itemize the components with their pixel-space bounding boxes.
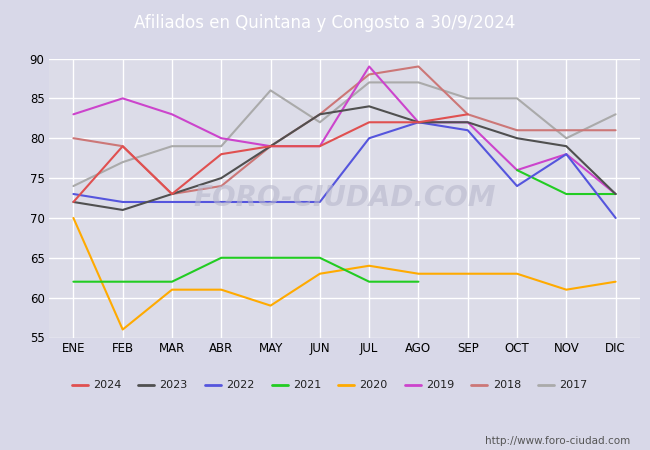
Text: 2021: 2021 bbox=[293, 380, 321, 390]
Text: http://www.foro-ciudad.com: http://www.foro-ciudad.com bbox=[486, 436, 630, 446]
Text: 2020: 2020 bbox=[359, 380, 388, 390]
Text: 2017: 2017 bbox=[560, 380, 588, 390]
Text: 2018: 2018 bbox=[493, 380, 521, 390]
Text: 2024: 2024 bbox=[93, 380, 122, 390]
Text: 2023: 2023 bbox=[160, 380, 188, 390]
Text: 2019: 2019 bbox=[426, 380, 454, 390]
Text: Afiliados en Quintana y Congosto a 30/9/2024: Afiliados en Quintana y Congosto a 30/9/… bbox=[135, 14, 515, 32]
Text: FORO-CIUDAD.COM: FORO-CIUDAD.COM bbox=[193, 184, 496, 212]
Text: 2022: 2022 bbox=[226, 380, 255, 390]
